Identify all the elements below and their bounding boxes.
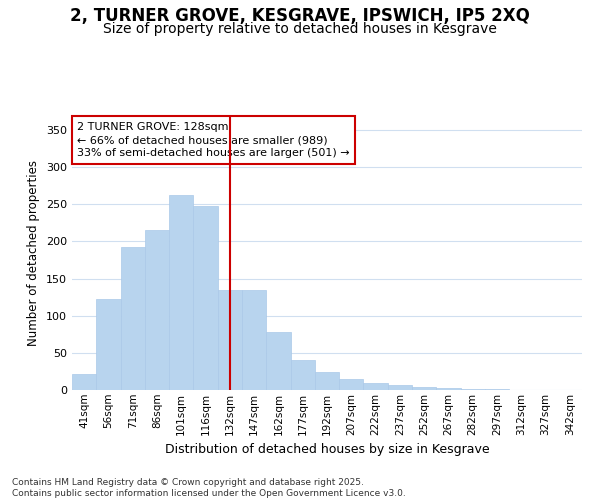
Bar: [242, 290, 266, 390]
Bar: [169, 194, 193, 390]
Text: Size of property relative to detached houses in Kesgrave: Size of property relative to detached ho…: [103, 22, 497, 36]
Bar: [364, 382, 388, 390]
Text: 2 TURNER GROVE: 128sqm
← 66% of detached houses are smaller (989)
33% of semi-de: 2 TURNER GROVE: 128sqm ← 66% of detached…: [77, 122, 350, 158]
Bar: [436, 388, 461, 390]
Bar: [461, 388, 485, 390]
Text: 2, TURNER GROVE, KESGRAVE, IPSWICH, IP5 2XQ: 2, TURNER GROVE, KESGRAVE, IPSWICH, IP5 …: [70, 8, 530, 26]
Bar: [218, 290, 242, 390]
Bar: [290, 360, 315, 390]
Bar: [339, 379, 364, 390]
Bar: [121, 246, 145, 390]
Bar: [145, 230, 169, 390]
X-axis label: Distribution of detached houses by size in Kesgrave: Distribution of detached houses by size …: [164, 443, 490, 456]
Bar: [266, 332, 290, 390]
Bar: [96, 300, 121, 390]
Bar: [72, 374, 96, 390]
Bar: [193, 206, 218, 390]
Bar: [388, 385, 412, 390]
Bar: [315, 372, 339, 390]
Text: Contains HM Land Registry data © Crown copyright and database right 2025.
Contai: Contains HM Land Registry data © Crown c…: [12, 478, 406, 498]
Y-axis label: Number of detached properties: Number of detached properties: [28, 160, 40, 346]
Bar: [412, 387, 436, 390]
